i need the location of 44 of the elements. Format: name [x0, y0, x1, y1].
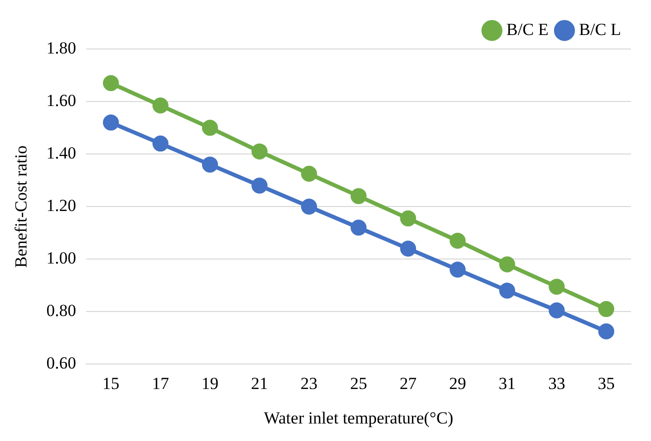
- point: [152, 136, 168, 152]
- point: [499, 282, 516, 299]
- point: [499, 256, 516, 272]
- point: [548, 278, 565, 295]
- point: [450, 232, 466, 249]
- x-tick-label: 25: [350, 374, 368, 393]
- legend-label: B/C E: [506, 20, 548, 39]
- point: [252, 143, 268, 160]
- y-tick-label: 1.20: [46, 196, 76, 216]
- y-tick-label: 0.80: [46, 301, 76, 320]
- x-tick-label: 29: [449, 374, 466, 393]
- point: [350, 220, 367, 236]
- point: [598, 301, 614, 318]
- x-tick-label: 33: [548, 374, 566, 393]
- y-axis-title: Benefit-Cost ratio: [12, 145, 31, 268]
- point: [400, 240, 416, 257]
- point: [548, 302, 565, 318]
- point: [252, 178, 268, 194]
- x-tick-label: 31: [498, 374, 516, 393]
- point: [400, 210, 416, 226]
- point: [102, 75, 119, 92]
- y-tick-label: 1.60: [46, 91, 76, 110]
- point: [598, 323, 614, 340]
- x-tick-label: 23: [300, 374, 318, 393]
- y-tick-label: 1.00: [46, 248, 76, 268]
- x-tick-label: 17: [152, 374, 170, 393]
- x-tick-label: 35: [598, 374, 615, 393]
- x-tick-label: 15: [102, 374, 120, 393]
- point: [301, 198, 318, 215]
- legend-label: B/C L: [578, 20, 622, 39]
- point: [450, 262, 466, 278]
- y-tick-label: 1.40: [46, 144, 76, 163]
- point: [301, 166, 318, 182]
- point: [102, 114, 119, 131]
- x-tick-label: 19: [201, 374, 218, 393]
- y-tick-label: 0.60: [46, 354, 76, 373]
- point: [202, 120, 218, 136]
- x-axis-title: Water inlet temperature(°C): [264, 408, 454, 428]
- point: [350, 188, 367, 204]
- x-tick-label: 21: [251, 374, 268, 393]
- x-tick-label: 27: [400, 374, 418, 393]
- point: [202, 156, 218, 173]
- y-tick-label: 1.80: [46, 38, 76, 58]
- point: [152, 97, 168, 114]
